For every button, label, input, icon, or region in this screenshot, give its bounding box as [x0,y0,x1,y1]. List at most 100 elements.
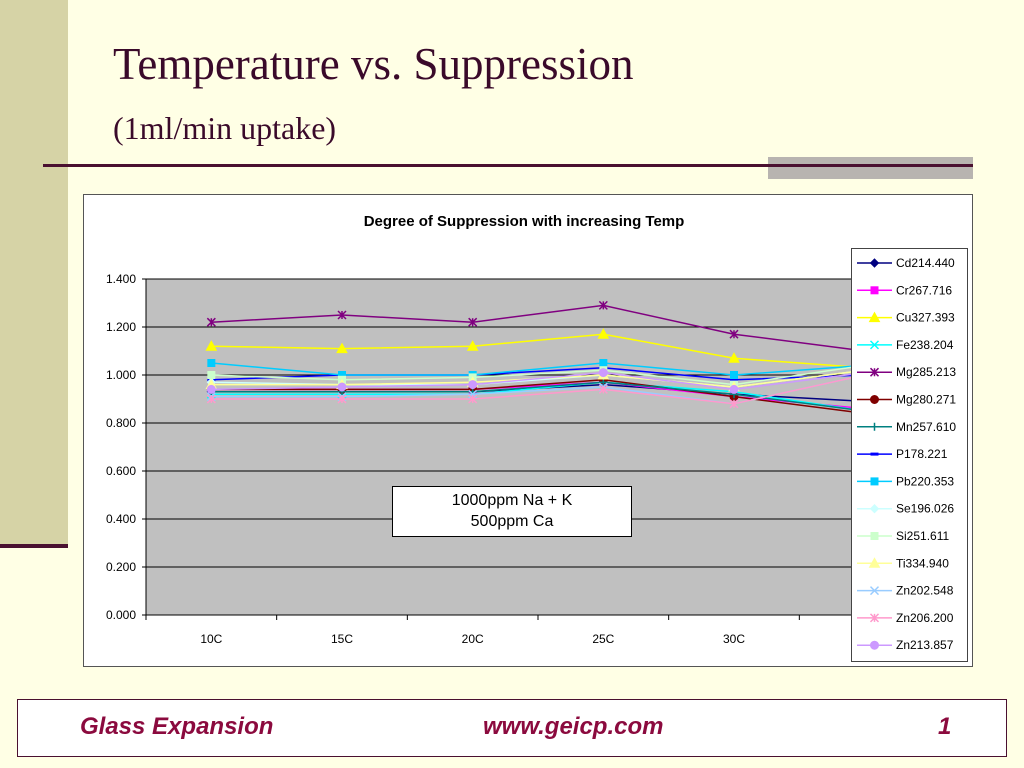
legend-marker [868,311,881,323]
legend-label: Mn257.610 [896,420,956,434]
data-point [597,328,610,339]
chart-annotation: 1000ppm Na + K 500ppm Ca [392,486,632,537]
legend-entry: Zn206.200 [857,611,954,625]
series-cu327-393 [205,328,871,373]
legend-label: Pb220.353 [896,474,954,488]
data-point [728,352,740,363]
x-tick-label: 20C [462,632,484,646]
data-point [729,384,739,394]
y-tick-label: 1.200 [106,320,136,334]
legend-label: Se196.026 [896,502,954,516]
annotation-line-1: 1000ppm Na + K [451,492,573,509]
legend-entry: Zn213.857 [857,638,954,652]
legend-label: Fe238.204 [896,338,954,352]
left-decorative-band [0,0,68,545]
chart-container: Degree of Suppression with increasing Te… [83,194,973,667]
data-point [207,371,216,379]
series-line [211,371,865,391]
series-line [211,333,865,369]
data-point [598,368,608,378]
legend-entry: Mg280.271 [857,393,956,407]
annotation-line-2: 500ppm Ca [470,513,554,530]
legend-marker [870,286,879,295]
data-point [730,371,738,379]
legend-marker [870,640,879,650]
x-tick-label: 15C [331,632,353,646]
data-point [206,394,216,404]
footer-website[interactable]: www.geicp.com [483,713,664,740]
legend-entry: Mn257.610 [857,420,956,434]
legend-entry: Ti334.940 [857,556,949,570]
legend-marker [869,586,880,596]
legend-label: Si251.611 [896,529,949,543]
legend-label: Zn213.857 [896,638,954,652]
legend-label: Zn206.200 [896,611,954,625]
data-point [599,359,608,367]
footer-company: Glass Expansion [80,713,274,740]
legend-marker [869,503,880,514]
legend-label: P178.221 [896,447,948,461]
legend-label: Mg280.271 [896,393,956,407]
series-line [211,381,865,412]
legend-label: Cd214.440 [896,256,955,270]
legend-entry: Mg285.213 [857,365,956,379]
series-line [211,304,865,352]
series-zn213-857 [206,368,870,394]
legend-entry: Si251.611 [857,529,949,543]
y-tick-label: 0.800 [106,416,136,430]
legend-marker [870,452,879,456]
legend-entry: P178.221 [857,447,948,461]
line-chart: Degree of Suppression with increasing Te… [106,213,931,646]
x-tick-label: 25C [592,632,614,646]
legend-marker [869,367,880,377]
legend-marker [870,422,879,431]
data-point [468,317,478,327]
slide-footer: Glass Expansion www.geicp.com 1 [17,699,1007,757]
slide-subtitle: (1ml/min uptake) [113,110,337,146]
legend-marker [870,395,879,404]
x-tick-label: 10C [200,632,222,646]
data-point [468,394,478,404]
x-tick-label: 30C [723,632,745,646]
footer-page-number: 1 [938,713,952,740]
legend-entry: Zn202.548 [857,584,954,598]
legend-marker [868,557,881,568]
data-point [598,300,608,310]
y-tick-label: 0.000 [106,608,136,622]
y-tick-label: 0.400 [106,512,136,526]
legend-entry: Pb220.353 [857,474,954,488]
data-point [337,310,347,320]
data-point [730,378,738,382]
y-tick-label: 1.000 [106,368,136,382]
legend-marker [870,532,879,540]
y-tick-label: 1.400 [106,272,136,286]
data-point [205,340,218,351]
left-accent-line [0,544,68,548]
series-line [211,381,865,412]
data-point [729,399,739,409]
series-line [211,367,865,381]
series-line [211,374,865,405]
y-tick-label: 0.600 [106,464,136,478]
plot-area [145,278,931,616]
data-point [337,382,347,392]
data-point [206,317,216,327]
title-divider-accent [768,157,973,179]
legend-entry: Fe238.204 [857,338,954,352]
legend-entries: Cd214.440 Cr267.716 Cu327.393 Fe238.204 Mg28… [857,256,956,652]
legend-marker [869,258,880,268]
legend-marker [869,613,880,623]
series-line [211,364,865,386]
title-divider [43,164,973,167]
chart-title: Degree of Suppression with increasing Te… [364,213,685,230]
slide-title: Temperature vs. Suppression [113,39,634,89]
legend-label: Ti334.940 [896,556,949,570]
legend-entry: Cu327.393 [857,311,955,325]
series-line [211,362,865,376]
data-point [729,329,739,339]
data-point [466,340,479,351]
data-point [468,380,478,390]
data-point [598,384,608,394]
data-point [206,384,216,394]
legend-marker [870,477,879,486]
